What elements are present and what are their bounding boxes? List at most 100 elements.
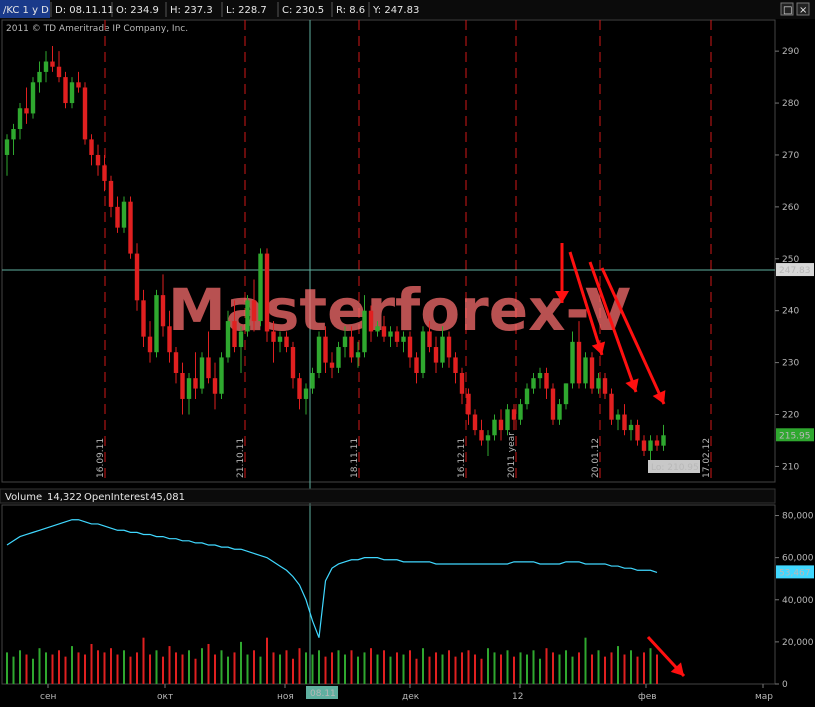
candle[interactable] (232, 321, 237, 348)
candle[interactable] (550, 388, 556, 420)
candle[interactable] (661, 435, 666, 446)
candle[interactable] (349, 336, 354, 358)
candle[interactable] (264, 253, 270, 332)
candle[interactable] (43, 61, 49, 72)
candle[interactable] (466, 393, 471, 415)
candle[interactable] (492, 419, 497, 436)
candle[interactable] (440, 336, 445, 363)
candle[interactable] (531, 378, 536, 389)
candle[interactable] (641, 440, 647, 451)
candle[interactable] (199, 357, 205, 389)
candle[interactable] (511, 409, 517, 420)
candle[interactable] (368, 310, 374, 332)
candle[interactable] (414, 357, 419, 373)
candle[interactable] (446, 336, 452, 358)
candle[interactable] (524, 388, 530, 405)
candle[interactable] (193, 378, 198, 389)
candle[interactable] (141, 300, 146, 337)
candle[interactable] (505, 409, 510, 431)
candle[interactable] (95, 154, 101, 166)
candle[interactable] (160, 295, 166, 327)
candle[interactable] (485, 435, 491, 441)
candle[interactable] (56, 66, 62, 78)
candle[interactable] (557, 404, 562, 420)
close-icon[interactable]: × (799, 5, 807, 16)
candle[interactable] (355, 352, 361, 358)
candle[interactable] (388, 331, 393, 337)
candle[interactable] (589, 357, 595, 389)
candle[interactable] (108, 180, 114, 207)
candle[interactable] (167, 326, 172, 353)
candle[interactable] (407, 336, 413, 358)
candle[interactable] (498, 419, 504, 431)
candle[interactable] (297, 378, 302, 399)
candle[interactable] (50, 61, 55, 67)
candle[interactable] (134, 253, 140, 301)
candle[interactable] (570, 341, 575, 384)
symbol-badge[interactable] (0, 0, 50, 18)
candle[interactable] (316, 336, 322, 373)
candle[interactable] (238, 331, 244, 348)
candle[interactable] (76, 82, 81, 88)
candle[interactable] (206, 357, 211, 379)
candle[interactable] (147, 336, 153, 353)
candle[interactable] (245, 300, 250, 332)
candle[interactable] (225, 321, 231, 358)
candle[interactable] (121, 201, 127, 228)
candle[interactable] (251, 300, 257, 322)
candle[interactable] (628, 424, 634, 431)
candle[interactable] (459, 372, 465, 394)
candle[interactable] (427, 331, 432, 348)
candle[interactable] (472, 414, 478, 431)
candle[interactable] (479, 430, 484, 441)
candle[interactable] (82, 87, 88, 140)
maximize-button[interactable] (780, 2, 794, 16)
candle[interactable] (219, 357, 224, 394)
candle[interactable] (212, 378, 218, 394)
candle[interactable] (453, 357, 458, 373)
candle[interactable] (622, 414, 627, 431)
candle[interactable] (323, 336, 328, 363)
candle[interactable] (180, 372, 185, 399)
candle[interactable] (310, 372, 315, 389)
candle[interactable] (342, 336, 348, 348)
candle[interactable] (154, 295, 159, 353)
candle[interactable] (128, 201, 133, 254)
candle[interactable] (518, 404, 523, 420)
candle[interactable] (329, 362, 335, 368)
candle[interactable] (30, 82, 36, 114)
candle[interactable] (420, 331, 426, 373)
candle[interactable] (17, 108, 23, 130)
candle[interactable] (173, 352, 179, 373)
candle[interactable] (576, 341, 582, 384)
candle[interactable] (648, 440, 653, 451)
close-button[interactable] (796, 2, 810, 16)
candle[interactable] (609, 393, 614, 420)
candle[interactable] (563, 383, 569, 405)
candle[interactable] (583, 357, 588, 384)
candle[interactable] (69, 82, 75, 104)
candle[interactable] (615, 414, 621, 420)
candle[interactable] (635, 424, 640, 441)
candle[interactable] (37, 71, 42, 83)
candle[interactable] (336, 347, 341, 368)
candle[interactable] (596, 378, 601, 389)
candle[interactable] (277, 336, 283, 342)
candle[interactable] (394, 331, 400, 342)
candle[interactable] (89, 139, 94, 155)
candle[interactable] (362, 310, 367, 353)
maximize-icon[interactable]: □ (783, 5, 792, 16)
candle[interactable] (537, 372, 543, 379)
candle[interactable] (284, 336, 289, 348)
candle[interactable] (433, 347, 439, 363)
candle[interactable] (24, 108, 29, 114)
candle[interactable] (63, 77, 68, 104)
candle[interactable] (303, 388, 309, 399)
candle[interactable] (401, 336, 406, 342)
candle[interactable] (654, 440, 660, 446)
candle[interactable] (375, 326, 380, 332)
candle[interactable] (602, 378, 608, 394)
candle[interactable] (290, 347, 296, 379)
candle[interactable] (271, 331, 276, 342)
